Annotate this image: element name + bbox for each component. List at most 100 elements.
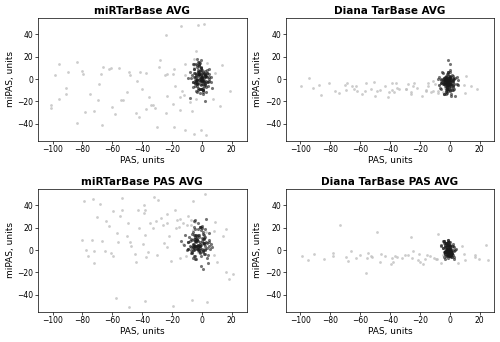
Point xyxy=(200,236,208,241)
Point xyxy=(198,74,206,80)
Point xyxy=(202,67,210,73)
Point xyxy=(178,24,186,29)
Point xyxy=(198,241,206,246)
Point xyxy=(194,68,202,74)
Point xyxy=(208,245,216,250)
Point xyxy=(446,81,454,87)
Point xyxy=(196,86,203,92)
Point xyxy=(342,87,350,93)
Point xyxy=(90,260,98,265)
Point xyxy=(180,61,188,67)
Point xyxy=(99,64,107,70)
Point xyxy=(191,234,199,240)
Point xyxy=(192,81,200,87)
Point xyxy=(442,83,450,89)
Point xyxy=(444,246,452,251)
Point xyxy=(370,79,378,85)
Point xyxy=(446,74,454,79)
Point xyxy=(441,74,449,79)
Point xyxy=(424,80,432,86)
Point xyxy=(190,66,198,71)
Point xyxy=(190,70,198,76)
Point xyxy=(446,250,454,255)
Point xyxy=(296,83,304,88)
Point xyxy=(194,242,202,248)
Point xyxy=(446,247,454,252)
Point xyxy=(206,237,214,243)
Point xyxy=(152,218,160,224)
Point xyxy=(448,81,456,87)
Point xyxy=(194,232,202,238)
Point xyxy=(186,75,194,81)
Point xyxy=(447,252,455,257)
Point xyxy=(191,219,199,224)
Point xyxy=(443,240,451,245)
X-axis label: PAS, units: PAS, units xyxy=(368,327,412,337)
Point xyxy=(382,254,390,259)
Point xyxy=(409,248,417,253)
Point xyxy=(170,124,178,129)
Point xyxy=(198,78,206,84)
Point xyxy=(190,238,198,244)
Point xyxy=(196,76,204,82)
Point xyxy=(440,77,448,82)
Point xyxy=(443,244,451,250)
Point xyxy=(198,225,205,231)
Point xyxy=(442,247,450,252)
Point xyxy=(446,244,454,249)
Point xyxy=(190,199,198,204)
Point xyxy=(388,255,396,261)
Point xyxy=(200,240,208,246)
Point xyxy=(444,70,452,75)
Point xyxy=(448,87,456,93)
Point xyxy=(366,86,374,91)
Point xyxy=(156,64,164,69)
Point xyxy=(198,70,206,76)
Point xyxy=(201,81,209,87)
Point xyxy=(439,239,447,244)
Point xyxy=(47,106,55,111)
Point xyxy=(446,248,454,254)
Point xyxy=(194,61,202,67)
Point xyxy=(438,261,446,266)
Point xyxy=(47,103,55,108)
Point xyxy=(193,62,201,68)
Point xyxy=(442,91,450,96)
Point xyxy=(408,255,416,260)
Point xyxy=(390,90,398,95)
Point xyxy=(200,77,207,82)
Point xyxy=(222,226,230,231)
Point xyxy=(445,248,453,254)
Point xyxy=(304,257,312,262)
Point xyxy=(98,238,106,244)
Point xyxy=(153,253,161,258)
Point xyxy=(444,242,452,248)
Point xyxy=(440,79,448,84)
Point xyxy=(193,76,201,81)
Point xyxy=(146,102,154,108)
Point xyxy=(446,78,454,84)
Point xyxy=(152,125,160,130)
Point xyxy=(190,70,198,76)
Point xyxy=(150,194,158,200)
Point xyxy=(190,241,198,247)
Point xyxy=(198,74,206,79)
Point xyxy=(317,92,325,97)
Point xyxy=(443,71,451,77)
Point xyxy=(398,255,406,261)
Point xyxy=(188,108,196,114)
Point xyxy=(443,78,451,83)
Point xyxy=(98,122,106,128)
Point xyxy=(445,250,453,256)
Point xyxy=(126,69,134,75)
Point xyxy=(444,248,452,254)
Point xyxy=(200,241,208,246)
Point xyxy=(200,72,208,77)
Point xyxy=(202,73,210,79)
Point xyxy=(426,253,434,259)
Point xyxy=(348,83,356,89)
Point xyxy=(444,253,452,258)
Point xyxy=(194,23,202,28)
Point xyxy=(442,80,450,86)
Point xyxy=(202,75,210,80)
